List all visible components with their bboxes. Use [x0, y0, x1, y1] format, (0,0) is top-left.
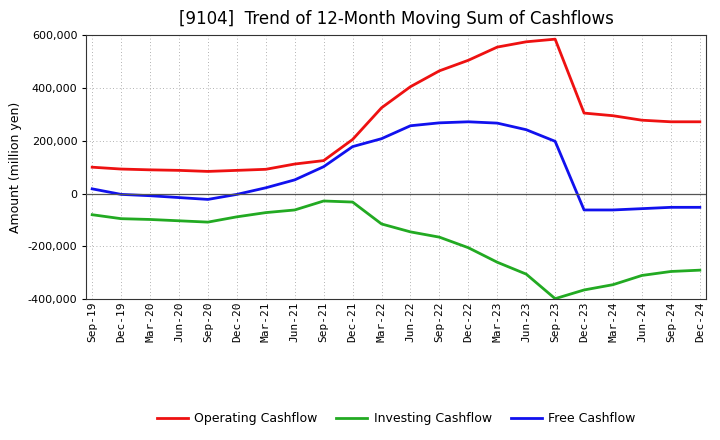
Investing Cashflow — [261, 210, 270, 215]
Investing Cashflow — [145, 217, 154, 222]
Free Cashflow — [290, 177, 299, 183]
Free Cashflow — [608, 207, 617, 213]
Operating Cashflow — [464, 58, 472, 63]
Investing Cashflow — [580, 287, 588, 293]
Investing Cashflow — [638, 273, 647, 278]
Title: [9104]  Trend of 12-Month Moving Sum of Cashflows: [9104] Trend of 12-Month Moving Sum of C… — [179, 10, 613, 28]
Free Cashflow — [464, 119, 472, 125]
Investing Cashflow — [608, 282, 617, 287]
Operating Cashflow — [117, 166, 125, 172]
Investing Cashflow — [233, 214, 241, 220]
Operating Cashflow — [493, 44, 502, 50]
Legend: Operating Cashflow, Investing Cashflow, Free Cashflow: Operating Cashflow, Investing Cashflow, … — [152, 407, 640, 430]
Operating Cashflow — [261, 167, 270, 172]
Investing Cashflow — [696, 268, 704, 273]
Investing Cashflow — [667, 269, 675, 274]
Free Cashflow — [522, 127, 531, 132]
Operating Cashflow — [290, 161, 299, 167]
Operating Cashflow — [638, 117, 647, 123]
Operating Cashflow — [406, 84, 415, 89]
Free Cashflow — [348, 144, 357, 149]
Operating Cashflow — [667, 119, 675, 125]
Operating Cashflow — [348, 137, 357, 142]
Operating Cashflow — [696, 119, 704, 125]
Free Cashflow — [406, 123, 415, 128]
Investing Cashflow — [435, 235, 444, 240]
Operating Cashflow — [580, 110, 588, 116]
Free Cashflow — [145, 193, 154, 198]
Investing Cashflow — [348, 199, 357, 205]
Free Cashflow — [435, 120, 444, 125]
Free Cashflow — [493, 121, 502, 126]
Investing Cashflow — [290, 207, 299, 213]
Investing Cashflow — [377, 221, 386, 227]
Operating Cashflow — [522, 39, 531, 44]
Operating Cashflow — [233, 168, 241, 173]
Operating Cashflow — [175, 168, 184, 173]
Investing Cashflow — [464, 245, 472, 250]
Free Cashflow — [233, 192, 241, 197]
Y-axis label: Amount (million yen): Amount (million yen) — [9, 102, 22, 233]
Operating Cashflow — [320, 158, 328, 163]
Free Cashflow — [377, 136, 386, 141]
Free Cashflow — [667, 205, 675, 210]
Free Cashflow — [696, 205, 704, 210]
Investing Cashflow — [320, 198, 328, 204]
Operating Cashflow — [88, 165, 96, 170]
Investing Cashflow — [522, 271, 531, 277]
Free Cashflow — [204, 197, 212, 202]
Investing Cashflow — [406, 229, 415, 235]
Free Cashflow — [638, 206, 647, 211]
Line: Investing Cashflow: Investing Cashflow — [92, 201, 700, 299]
Free Cashflow — [117, 192, 125, 197]
Operating Cashflow — [435, 68, 444, 73]
Investing Cashflow — [551, 296, 559, 301]
Operating Cashflow — [608, 113, 617, 118]
Free Cashflow — [88, 186, 96, 191]
Free Cashflow — [580, 207, 588, 213]
Investing Cashflow — [175, 218, 184, 224]
Free Cashflow — [261, 185, 270, 191]
Investing Cashflow — [117, 216, 125, 221]
Operating Cashflow — [551, 37, 559, 42]
Line: Free Cashflow: Free Cashflow — [92, 122, 700, 210]
Free Cashflow — [320, 164, 328, 169]
Operating Cashflow — [145, 167, 154, 172]
Free Cashflow — [175, 195, 184, 200]
Operating Cashflow — [204, 169, 212, 174]
Investing Cashflow — [88, 212, 96, 217]
Operating Cashflow — [377, 105, 386, 110]
Investing Cashflow — [204, 220, 212, 225]
Line: Operating Cashflow: Operating Cashflow — [92, 39, 700, 172]
Free Cashflow — [551, 139, 559, 144]
Investing Cashflow — [493, 260, 502, 265]
